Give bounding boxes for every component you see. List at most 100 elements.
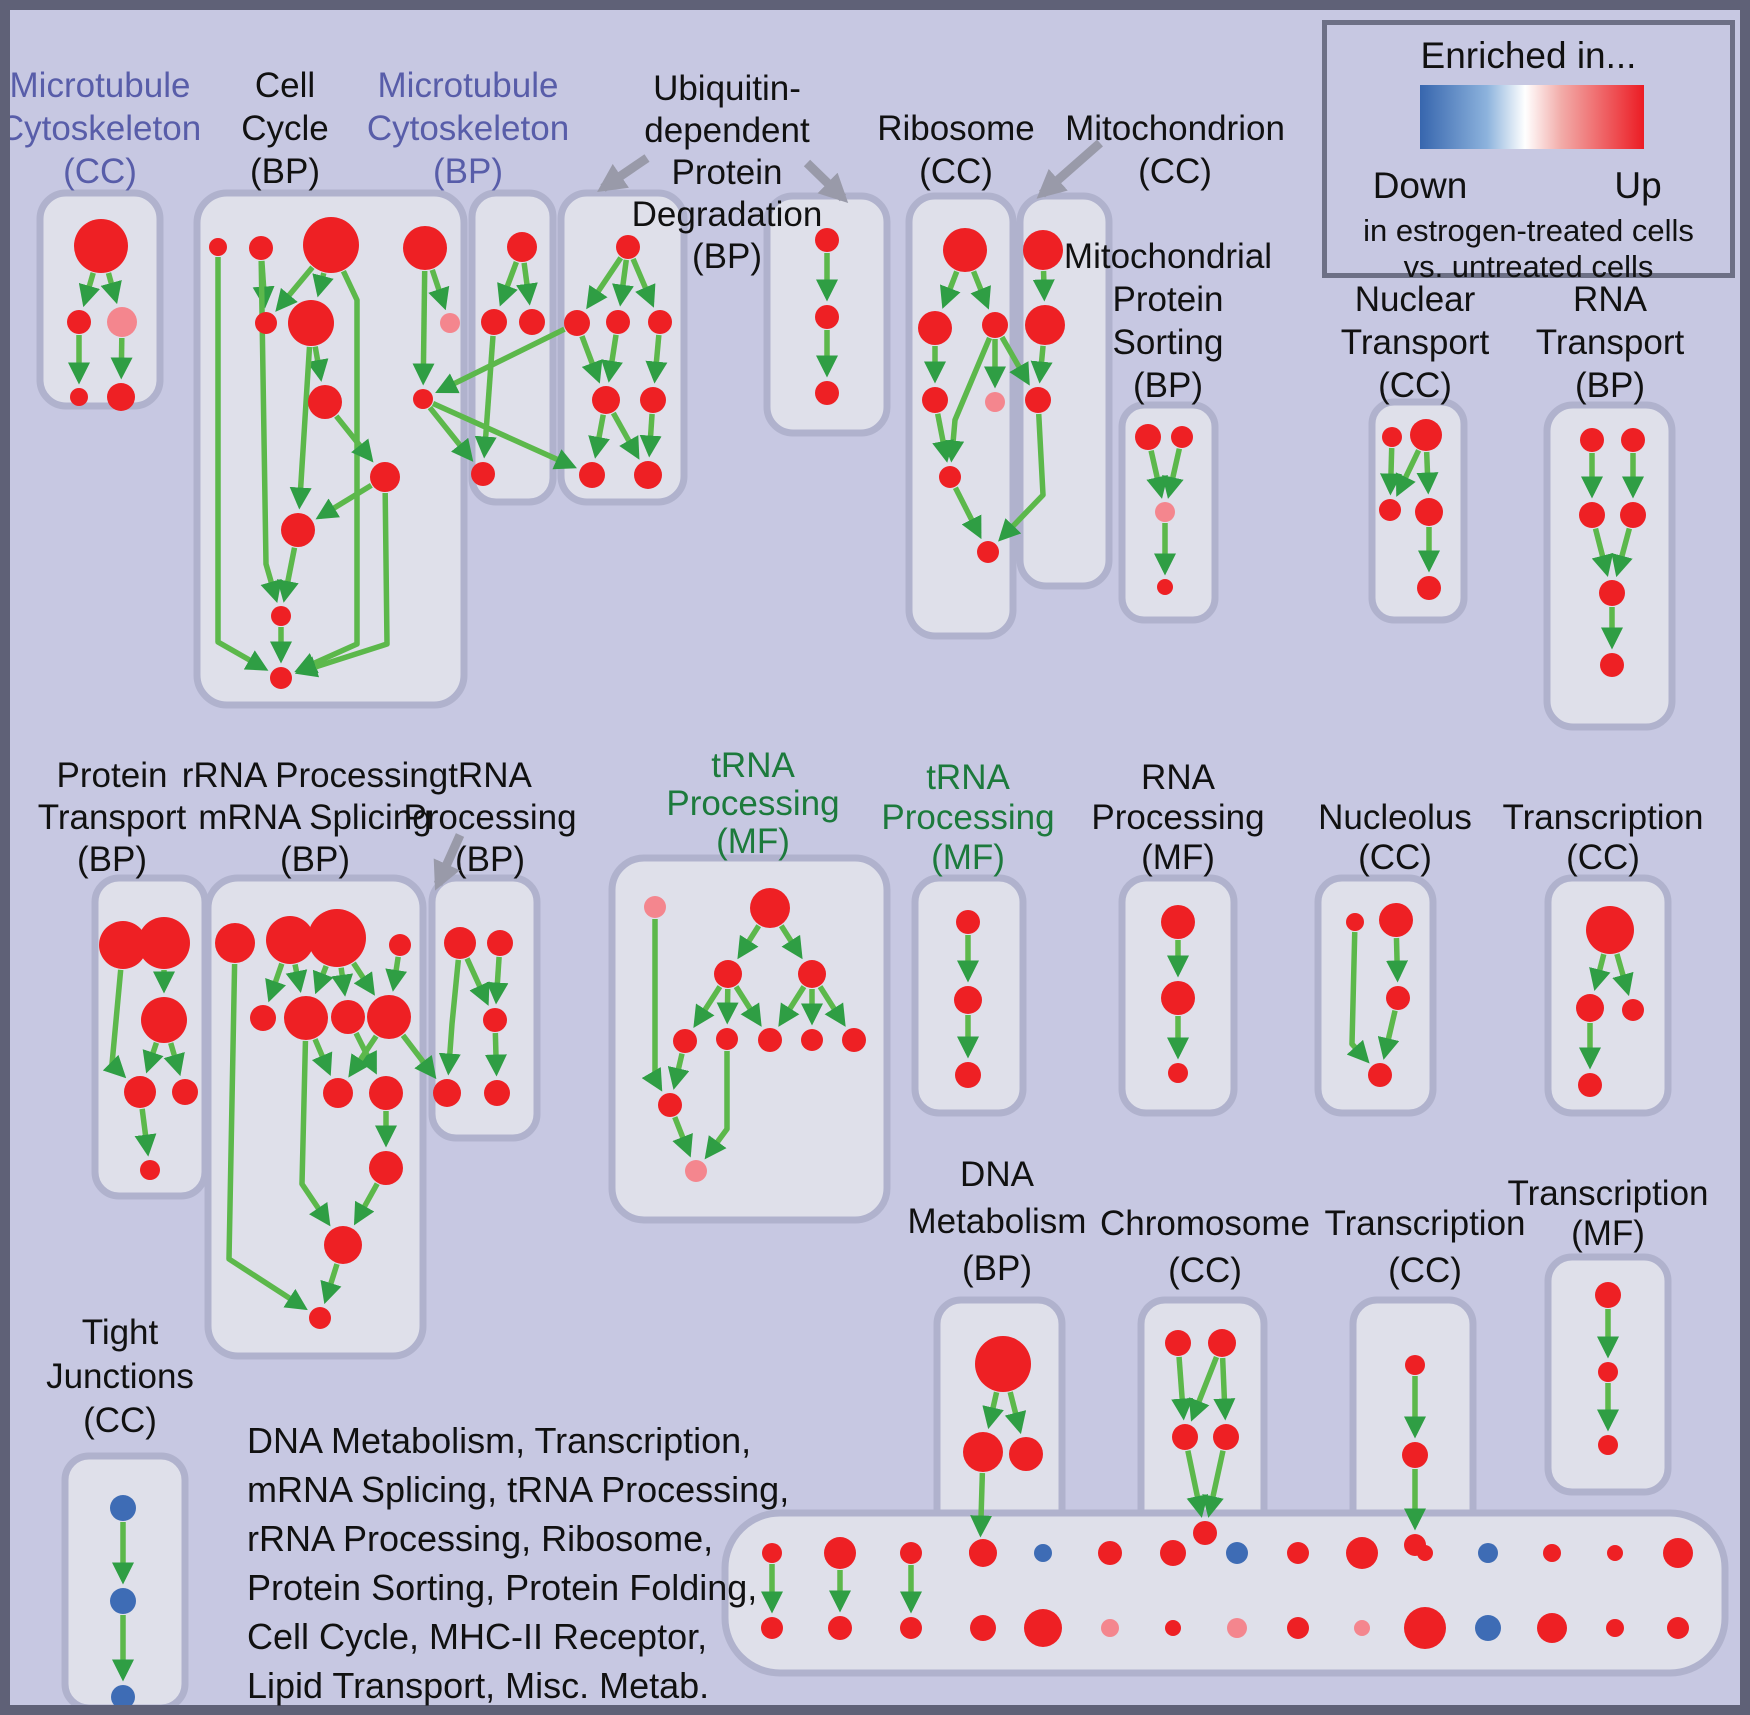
node-j6-red bbox=[1600, 653, 1624, 677]
node-x11t-red bbox=[1417, 1545, 1433, 1561]
node-r4-red bbox=[1578, 1073, 1602, 1097]
node-d8-red bbox=[634, 461, 662, 489]
node-o2-red bbox=[954, 986, 982, 1014]
edge-l2-l5 bbox=[265, 962, 286, 1003]
edge-j3-j5 bbox=[1591, 527, 1614, 578]
node-w3-blue bbox=[111, 1685, 135, 1709]
node-x3t-red bbox=[900, 1542, 922, 1564]
node-m2-red bbox=[487, 930, 513, 956]
box-transcription-cc-1 bbox=[1544, 874, 1672, 1117]
edge-b2-b12 bbox=[258, 260, 282, 604]
label-trna-processing-mf-2: tRNA Processing (MF) bbox=[881, 758, 1054, 877]
node-x10t-red bbox=[1346, 1537, 1378, 1569]
node-n11-pink bbox=[685, 1160, 707, 1182]
edge-l8-l9 bbox=[348, 1034, 379, 1078]
node-p3-red bbox=[1168, 1063, 1188, 1083]
node-k6-red bbox=[140, 1160, 160, 1180]
edge-m2-m3 bbox=[486, 956, 509, 1005]
box-misc-themes bbox=[721, 1509, 1729, 1677]
edge-s1-s3 bbox=[1171, 1356, 1194, 1421]
node-l10-red bbox=[369, 1076, 403, 1110]
node-e3-red bbox=[815, 381, 839, 405]
label-transcription-cc-2: Transcription (CC) bbox=[1325, 1204, 1526, 1290]
node-s3-red bbox=[1172, 1424, 1198, 1450]
arrow-to-trna-bp-box bbox=[433, 833, 465, 891]
node-d3-red bbox=[606, 310, 630, 334]
node-q4-red bbox=[1368, 1063, 1392, 1087]
edge-s2-s4 bbox=[1213, 1357, 1236, 1421]
node-l13-red bbox=[309, 1307, 331, 1329]
legend: Enriched in... Down Up in estrogen-treat… bbox=[1322, 20, 1735, 284]
misc-theme-line: rRNA Processing, Ribosome, bbox=[247, 1518, 714, 1559]
edge-b9-c4 bbox=[427, 405, 474, 462]
node-l5-red bbox=[250, 1005, 276, 1031]
node-v2-red bbox=[963, 1432, 1003, 1472]
label-nuclear-transport-cc: Nuclear Transport (CC) bbox=[1341, 280, 1490, 405]
misc-theme-list: DNA Metabolism, Transcription, mRNA Spli… bbox=[247, 1416, 789, 1710]
node-x4b-red bbox=[970, 1615, 996, 1641]
node-t1-red bbox=[1405, 1355, 1425, 1375]
edge-m1-m4 bbox=[438, 959, 462, 1076]
node-r2-red bbox=[1576, 994, 1604, 1022]
node-s5-red bbox=[1193, 1521, 1217, 1545]
node-l7-red bbox=[331, 1000, 365, 1034]
edge-d1-d3 bbox=[612, 259, 634, 307]
node-k5-red bbox=[172, 1079, 198, 1105]
edge-a1-a2 bbox=[78, 272, 100, 308]
misc-theme-line: mRNA Splicing, tRNA Processing, bbox=[247, 1469, 790, 1510]
node-h1-red bbox=[1135, 424, 1161, 450]
edge-g2-g3 bbox=[1030, 345, 1053, 384]
node-x9b-red bbox=[1287, 1617, 1309, 1639]
node-f7-red bbox=[977, 541, 999, 563]
node-x2t-red bbox=[824, 1537, 856, 1569]
node-c2-red bbox=[481, 309, 507, 335]
node-p2-red bbox=[1161, 981, 1195, 1015]
legend-subtitle-1: in estrogen-treated cells bbox=[1363, 213, 1694, 248]
edge-a1-a3 bbox=[100, 272, 122, 305]
node-x5t-blue bbox=[1034, 1544, 1052, 1562]
node-n5-red bbox=[673, 1029, 697, 1053]
node-q1-red bbox=[1346, 913, 1364, 931]
node-r1-red bbox=[1586, 906, 1634, 954]
edge-b8-b10 bbox=[334, 414, 374, 463]
node-n7-red bbox=[758, 1028, 782, 1052]
node-x14t-red bbox=[1607, 1545, 1623, 1561]
node-b2-red bbox=[249, 236, 273, 260]
edge-b4-b7 bbox=[428, 268, 450, 311]
label-trna-processing-mf-1: tRNA Processing (MF) bbox=[666, 746, 839, 861]
node-b10-red bbox=[370, 462, 400, 492]
label-nucleolus-cc: Nucleolus (CC) bbox=[1318, 798, 1472, 877]
edge-k1-k4 bbox=[102, 969, 127, 1079]
node-k3-red bbox=[141, 997, 187, 1043]
node-h4-red bbox=[1157, 579, 1173, 595]
node-x12t-blue bbox=[1478, 1543, 1498, 1563]
edge-b1-b13 bbox=[215, 257, 269, 671]
edge-b11-b12 bbox=[277, 547, 299, 603]
node-r3-red bbox=[1622, 999, 1644, 1021]
arrow-to-ubiquitin-box-1 bbox=[597, 154, 650, 193]
node-d7-red bbox=[579, 462, 605, 488]
node-v3-red bbox=[1009, 1437, 1043, 1471]
node-j2-red bbox=[1621, 428, 1645, 452]
edge-h1-h3 bbox=[1146, 450, 1168, 499]
legend-up-label: Up bbox=[1614, 165, 1662, 206]
edge-n3-n7 bbox=[733, 985, 762, 1027]
node-d1-red bbox=[616, 235, 640, 259]
edge-k3-k4 bbox=[142, 1041, 164, 1074]
legend-title: Enriched in... bbox=[1420, 35, 1637, 76]
node-x2b-red bbox=[828, 1616, 852, 1640]
edge-b4-b9 bbox=[412, 270, 435, 386]
edge-m3-m5 bbox=[484, 1032, 507, 1077]
node-o1-red bbox=[956, 910, 980, 934]
edge-l8-m4 bbox=[400, 1033, 437, 1080]
label-ubiquitin-dependent-protein-degradation-bp: Ubiquitin-dependent Protein Degradation (BP… bbox=[632, 69, 823, 276]
edge-d4-d6 bbox=[645, 334, 668, 384]
label-transcription-cc-1: Transcription (CC) bbox=[1503, 798, 1704, 877]
node-v1-red bbox=[975, 1336, 1031, 1392]
node-g1-red bbox=[1023, 230, 1063, 270]
arrow-to-ubiquitin-box-2 bbox=[803, 159, 849, 204]
node-s2-red bbox=[1208, 1329, 1236, 1357]
edge-d1-d4 bbox=[630, 257, 656, 308]
edge-q2-q3 bbox=[1386, 937, 1409, 983]
node-l1-red bbox=[215, 923, 255, 963]
